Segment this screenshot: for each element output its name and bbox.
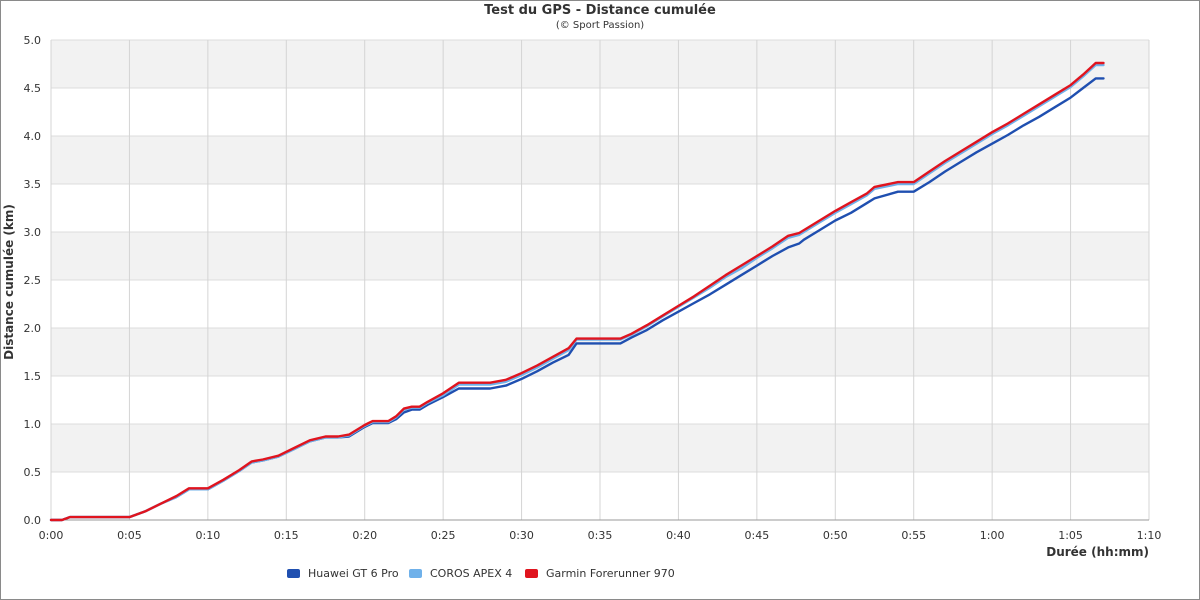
- x-tick-label: 0:45: [745, 529, 770, 542]
- legend-swatch: [287, 568, 300, 578]
- y-tick-label: 3.5: [24, 178, 42, 191]
- x-tick-label: 0:20: [352, 529, 377, 542]
- x-tick-label: 0:15: [274, 529, 299, 542]
- legend-label: Garmin Forerunner 970: [546, 566, 675, 580]
- series-line-3: [49, 61, 1105, 522]
- chart-title: Test du GPS - Distance cumulée: [484, 3, 716, 18]
- plot-series: [49, 61, 1105, 522]
- legend-item[interactable]: Garmin Forerunner 970: [525, 565, 675, 581]
- legend-label: Huawei GT 6 Pro: [308, 566, 399, 580]
- x-tick-label: 0:40: [666, 529, 691, 542]
- legend-item[interactable]: COROS APEX 4: [409, 565, 512, 581]
- y-tick-label: 0.5: [24, 466, 42, 479]
- x-tick-label: 0:30: [509, 529, 534, 542]
- x-tick-label: 1:05: [1058, 529, 1083, 542]
- y-tick-label: 0.0: [24, 514, 42, 527]
- y-axis-label: Distance cumulée (km): [2, 204, 16, 360]
- x-axis-label: Durée (hh:mm): [1046, 545, 1149, 559]
- y-tick-label: 4.0: [24, 130, 42, 143]
- x-tick-label: 0:10: [196, 529, 221, 542]
- y-tick-label: 4.5: [24, 82, 42, 95]
- x-tick-label: 0:50: [823, 529, 848, 542]
- legend-label: COROS APEX 4: [430, 566, 513, 580]
- chart-subtitle: (© Sport Passion): [555, 20, 645, 31]
- y-tick-label: 1.5: [24, 370, 42, 383]
- x-tick-label: 0:35: [588, 529, 613, 542]
- y-tick-label: 5.0: [24, 34, 42, 47]
- legend-item[interactable]: Huawei GT 6 Pro: [287, 565, 399, 581]
- y-tick-label: 2.5: [24, 274, 42, 287]
- plot-axes: 0.0 0.5 1.0 1.5 2.0 2.5 3.0 3.5 4.0 4.5 5.0 0:00 0:0…: [24, 34, 1162, 542]
- x-tick-label: 0:05: [117, 529, 142, 542]
- legend-swatch: [409, 568, 422, 578]
- x-tick-label: 0:55: [901, 529, 926, 542]
- x-tick-label: 1:00: [980, 529, 1005, 542]
- y-tick-label: 1.0: [24, 418, 42, 431]
- y-tick-label: 3.0: [24, 226, 42, 239]
- x-tick-label: 0:25: [431, 529, 456, 542]
- legend-swatch: [525, 568, 538, 578]
- x-tick-label: 1:10: [1137, 529, 1162, 542]
- y-tick-label: 2.0: [24, 322, 42, 335]
- x-tick-label: 0:00: [39, 529, 64, 542]
- chart-legend: Huawei GT 6 Pro COROS APEX 4 Garmin Foreru…: [0, 565, 1200, 583]
